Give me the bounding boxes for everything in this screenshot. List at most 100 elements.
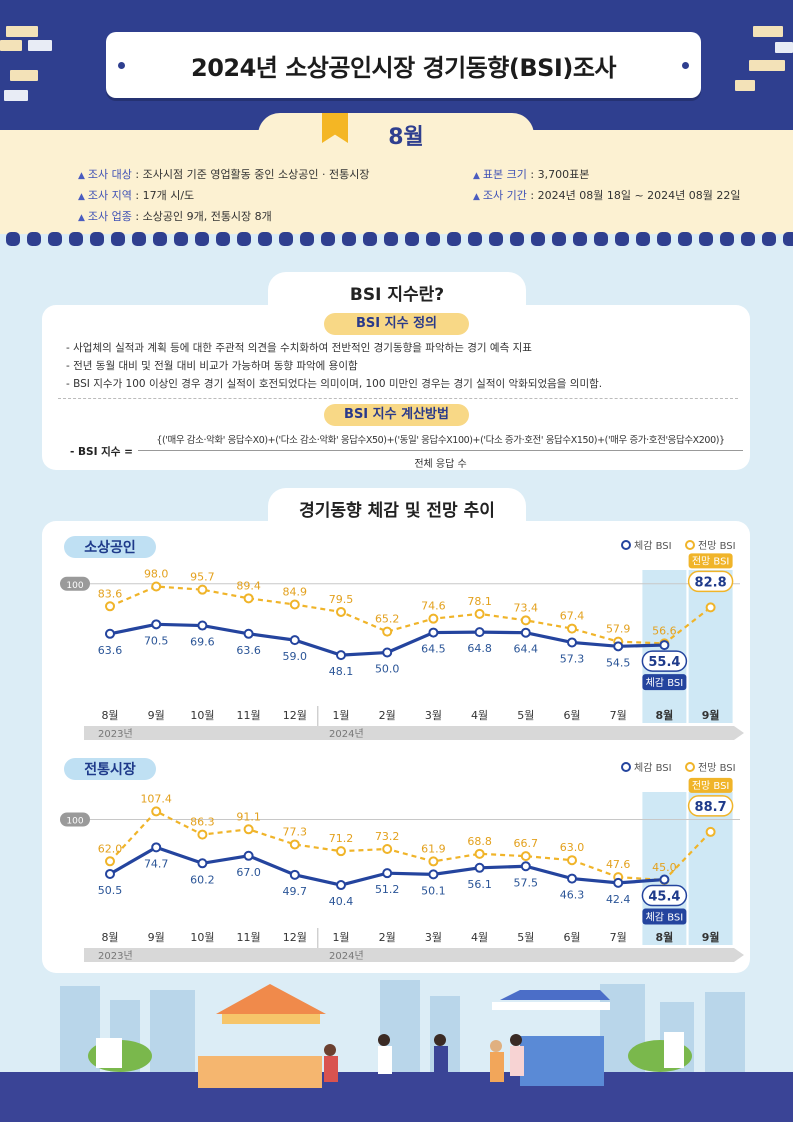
scallop-shape bbox=[111, 232, 125, 246]
actual-point bbox=[105, 628, 115, 639]
forecast-point bbox=[243, 824, 254, 835]
forecast-value-label: 71.2 bbox=[329, 832, 354, 845]
scallop-shape bbox=[552, 232, 566, 246]
forecast-value-label: 95.7 bbox=[190, 571, 215, 584]
actual-value-label: 63.6 bbox=[98, 644, 123, 657]
scallop-shape bbox=[342, 232, 356, 246]
callout-forecast-label: 전망 BSI bbox=[692, 780, 730, 792]
forecast-point bbox=[428, 856, 439, 867]
x-tick-label: 9월 bbox=[148, 931, 165, 944]
highlight-column-forecast bbox=[688, 570, 733, 723]
scallop-shape bbox=[153, 232, 167, 246]
forecast-value-label: 45.0 bbox=[652, 861, 677, 874]
info-region: ▲ 조사 지역 : 17개 시/도 bbox=[78, 189, 195, 202]
forecast-point bbox=[197, 584, 208, 595]
scallop-shape bbox=[489, 232, 503, 246]
header-banner: 2024년 소상공인시장 경기동향(BSI)조사 bbox=[0, 0, 793, 130]
actual-value-label: 63.6 bbox=[236, 644, 261, 657]
forecast-value-label: 91.1 bbox=[236, 810, 261, 823]
brick-pattern-left bbox=[0, 0, 58, 130]
actual-point bbox=[613, 641, 624, 652]
scallop-shape bbox=[48, 232, 62, 246]
forecast-value-label: 63.0 bbox=[560, 841, 585, 854]
current-actual-box bbox=[641, 650, 688, 672]
scallop-shape bbox=[636, 232, 650, 246]
scallop-shape bbox=[6, 232, 20, 246]
forecast-value-label: 73.4 bbox=[514, 601, 539, 614]
legend-actual-label: 체감 BSI bbox=[634, 540, 672, 552]
def-line-3: - BSI 지수가 100 이상인 경우 경기 실적이 호전되었다는 의미이며,… bbox=[66, 378, 603, 390]
x-tick-label: 6월 bbox=[563, 931, 580, 944]
callout-actual-label: 체감 BSI bbox=[646, 912, 684, 924]
x-tick-label: 9월 bbox=[148, 709, 165, 722]
trend-panel bbox=[42, 521, 750, 973]
legend-forecast-marker bbox=[685, 762, 695, 772]
formula-fraction-bar bbox=[138, 450, 743, 451]
actual-value-label: 56.1 bbox=[467, 878, 492, 891]
actual-point bbox=[151, 619, 162, 630]
x-tick-label: 12월 bbox=[283, 709, 307, 722]
forecast-point bbox=[289, 599, 300, 610]
actual-value-label: 50.0 bbox=[375, 663, 400, 676]
year-label-2023: 2023년 bbox=[98, 728, 133, 740]
x-tick-label: 8월 bbox=[101, 931, 118, 944]
scallop-shape bbox=[615, 232, 629, 246]
scallop-border bbox=[0, 230, 793, 246]
callout-actual-bg bbox=[642, 908, 687, 925]
x-tick-label: 1월 bbox=[332, 709, 349, 722]
forecast-point bbox=[705, 826, 716, 837]
x-tick-label: 7월 bbox=[610, 931, 627, 944]
actual-point bbox=[289, 635, 300, 646]
callout-forecast-bg bbox=[688, 553, 733, 569]
actual-point bbox=[567, 873, 577, 884]
info-sample: ▲ 표본 크기 : 3,700표본 bbox=[473, 168, 590, 181]
x-tick-label: 10월 bbox=[190, 931, 214, 944]
actual-point bbox=[382, 647, 393, 658]
scallop-shape bbox=[363, 232, 377, 246]
info-industry: ▲ 조사 업종 : 소상공인 9개, 전통시장 8개 bbox=[78, 210, 272, 223]
scallop-shape bbox=[321, 232, 335, 246]
scallop-shape bbox=[594, 232, 608, 246]
actual-point bbox=[336, 880, 346, 891]
scallop-shape bbox=[300, 232, 314, 246]
x-tick-label: 2월 bbox=[379, 931, 396, 944]
x-tick-label: 11월 bbox=[237, 709, 261, 722]
legend-forecast-label: 전망 BSI bbox=[698, 540, 736, 552]
actual-point bbox=[520, 861, 531, 872]
actual-value-label: 64.5 bbox=[421, 643, 446, 656]
scallop-shape bbox=[531, 232, 545, 246]
forecast-point bbox=[151, 581, 162, 592]
forecast-value-label: 83.6 bbox=[98, 587, 123, 600]
bsi-def-title: BSI 지수 정의 bbox=[324, 313, 469, 335]
scallop-shape bbox=[90, 232, 104, 246]
scallop-shape bbox=[783, 232, 793, 246]
scallop-shape bbox=[762, 232, 776, 246]
next-forecast-value: 82.8 bbox=[695, 575, 727, 590]
actual-value-label: 49.7 bbox=[283, 885, 308, 898]
current-actual-value: 45.4 bbox=[648, 890, 680, 905]
forecast-point bbox=[197, 829, 208, 840]
scallop-shape bbox=[405, 232, 419, 246]
baseline-label-bg bbox=[60, 812, 90, 827]
month-tab: 8월 bbox=[258, 113, 534, 157]
scallop-shape bbox=[195, 232, 209, 246]
year-label-2024: 2024년 bbox=[329, 950, 364, 962]
actual-value-label: 54.5 bbox=[606, 656, 631, 669]
scallop-shape bbox=[720, 232, 734, 246]
actual-value-label: 57.5 bbox=[514, 876, 539, 889]
title-dot-right bbox=[682, 62, 689, 69]
forecast-value-label: 86.3 bbox=[190, 816, 215, 829]
actual-point bbox=[474, 862, 485, 873]
scallop-shape bbox=[426, 232, 440, 246]
x-tick-label: 9월 bbox=[702, 930, 720, 944]
actual-point bbox=[428, 627, 439, 638]
forecast-value-label: 78.1 bbox=[467, 595, 492, 608]
survey-month: 8월 bbox=[388, 125, 424, 150]
actual-point bbox=[289, 869, 300, 880]
actual-point bbox=[382, 868, 393, 879]
scallop-shape bbox=[741, 232, 755, 246]
forecast-point bbox=[243, 593, 254, 604]
highlight-column-forecast bbox=[688, 792, 733, 945]
x-tick-label: 1월 bbox=[332, 931, 349, 944]
scallop-shape bbox=[258, 232, 272, 246]
